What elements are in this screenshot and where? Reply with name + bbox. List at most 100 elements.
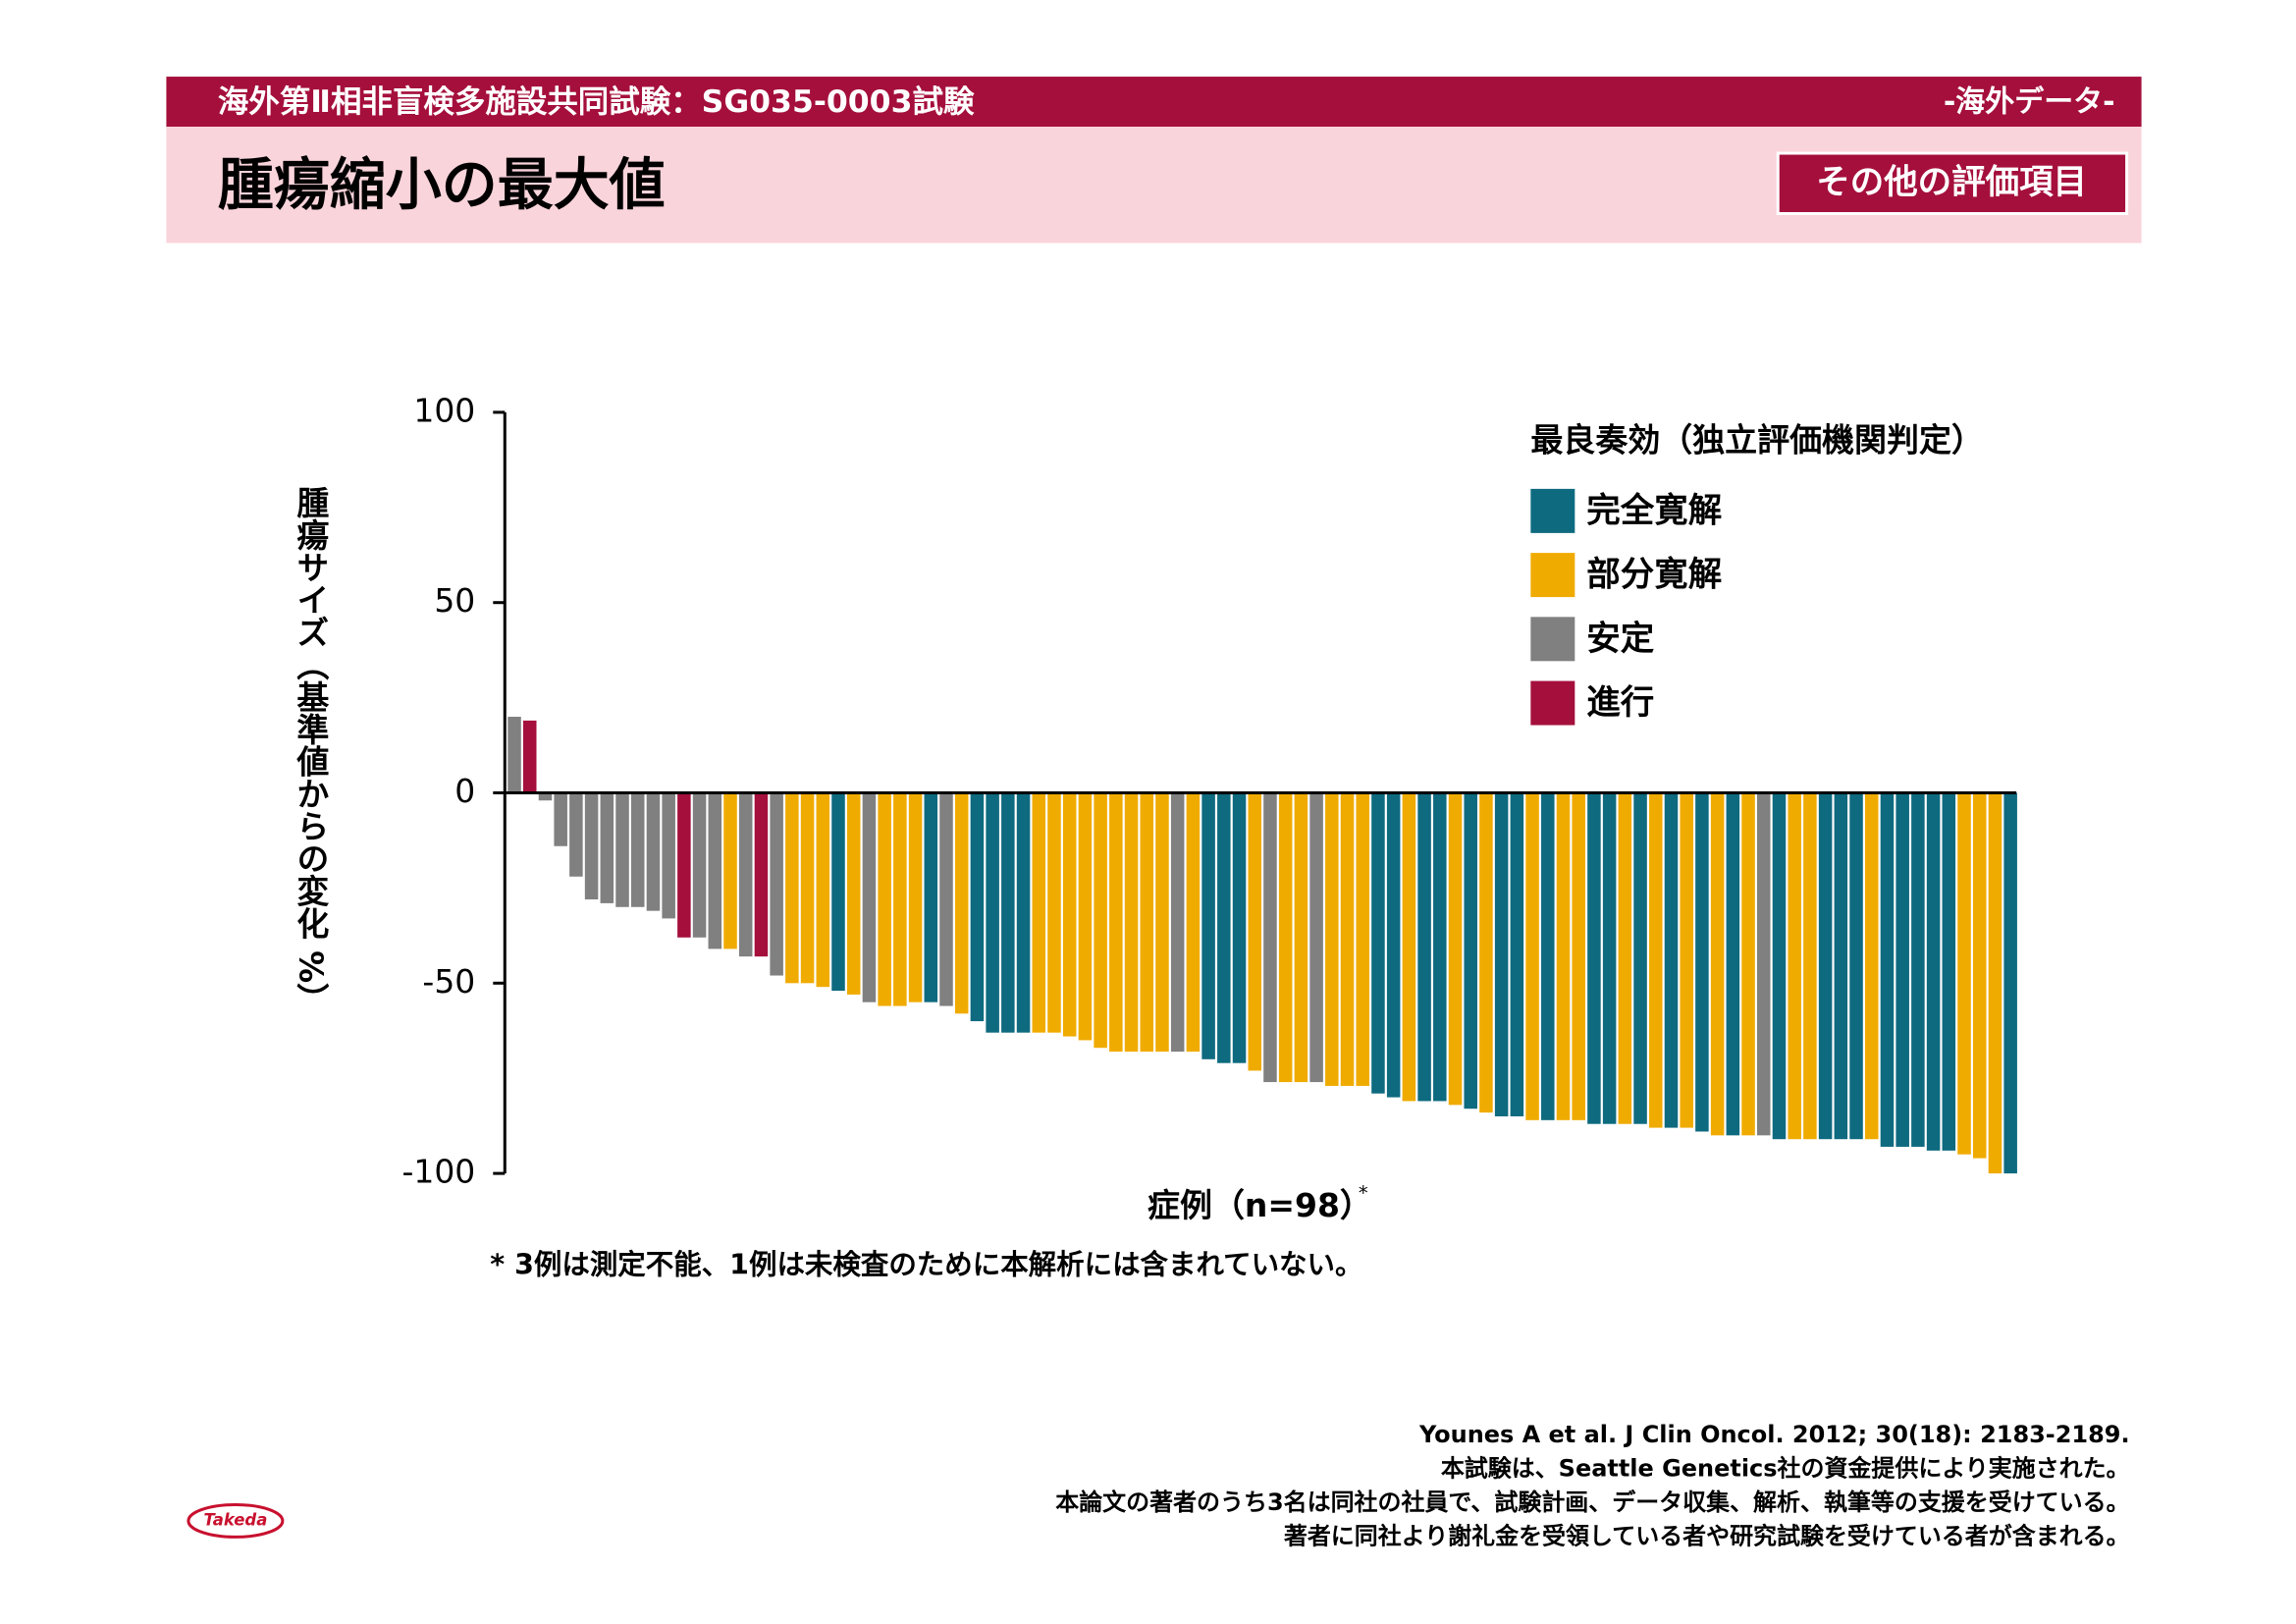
bar: [554, 792, 567, 846]
bar: [1942, 792, 1956, 1151]
bar: [1417, 792, 1431, 1102]
logo: Takeda: [203, 1510, 267, 1529]
bar: [1325, 792, 1339, 1086]
bar: [1926, 792, 1941, 1151]
bar: [1186, 792, 1201, 1053]
header-band: [166, 77, 2142, 128]
bar: [1587, 792, 1601, 1124]
legend-swatch: [1530, 553, 1575, 598]
y-tick-label: 50: [434, 581, 475, 620]
bar: [692, 792, 707, 938]
bar: [1479, 792, 1493, 1113]
bar: [708, 792, 722, 949]
bar: [1896, 792, 1909, 1147]
bar: [1772, 792, 1787, 1140]
bar: [1294, 792, 1308, 1083]
bar: [1248, 792, 1261, 1071]
logo-mark: [187, 1502, 285, 1539]
bar: [1001, 792, 1015, 1033]
bar: [662, 792, 675, 919]
bar: [1016, 792, 1031, 1033]
y-tick-label: -50: [422, 962, 475, 1001]
badge-text: その他の評価項目: [1816, 163, 2087, 202]
bar: [1680, 792, 1693, 1128]
bar: [1047, 792, 1061, 1033]
bar: [954, 792, 969, 1014]
bar: [924, 792, 938, 1002]
bar: [1880, 792, 1895, 1147]
bar: [970, 792, 985, 1022]
bar: [1510, 792, 1524, 1116]
citation: 著者に同社より謝礼金を受領している者や研究試験を受けている者が含まれる。: [1283, 1522, 2130, 1549]
bar: [1988, 792, 2002, 1174]
bar: [1094, 792, 1107, 1049]
bar: [1695, 792, 1709, 1132]
legend-swatch: [1530, 488, 1575, 533]
bar: [862, 792, 877, 1002]
bar: [1757, 792, 1771, 1136]
bar: [1494, 792, 1509, 1116]
bar: [1834, 792, 1848, 1140]
bar: [754, 792, 769, 957]
bar: [800, 792, 815, 984]
bar: [846, 792, 861, 995]
legend-label: 部分寛解: [1586, 556, 1722, 595]
bar: [677, 792, 691, 938]
legend-label: 完全寛解: [1586, 491, 1722, 530]
bar: [1448, 792, 1463, 1106]
bar: [646, 792, 661, 911]
bar: [1911, 792, 1925, 1147]
bar: [1556, 792, 1571, 1120]
bar: [831, 792, 845, 992]
bar: [1741, 792, 1755, 1136]
bar: [1710, 792, 1725, 1136]
bar: [1864, 792, 1879, 1140]
citations: Younes A et al. J Clin Oncol. 2012; 30(1…: [1055, 1421, 2129, 1549]
bar: [1371, 792, 1385, 1094]
bar: [1062, 792, 1077, 1037]
bar: [986, 792, 999, 1033]
legend-swatch: [1530, 617, 1575, 662]
legend-label: 進行: [1586, 683, 1654, 723]
y-tick-label: 100: [413, 391, 475, 429]
bar: [816, 792, 830, 988]
y-tick-label: 0: [454, 772, 475, 810]
bar: [1664, 792, 1679, 1128]
bar: [2003, 792, 2017, 1174]
citation: 本論文の著者のうち3名は同社の社員で、試験計画、データ収集、解析、執筆等の支援を…: [1055, 1489, 2129, 1516]
bar: [1124, 792, 1139, 1053]
bar: [1541, 792, 1555, 1120]
y-tick-label: -100: [401, 1153, 475, 1191]
bar: [522, 720, 537, 793]
x-axis-label: 症例（n=98）: [1148, 1186, 1372, 1224]
badge: [1776, 151, 2129, 216]
bar: [1170, 792, 1185, 1053]
bar: [615, 792, 629, 907]
bar: [1618, 792, 1632, 1124]
bar: [1957, 792, 1971, 1155]
bar: [785, 792, 799, 984]
bar: [569, 792, 583, 877]
bar: [1849, 792, 1863, 1140]
bar: [1386, 792, 1401, 1098]
chart-title: 腫瘍縮小の最大値: [218, 153, 666, 218]
bar: [738, 792, 753, 957]
bar: [1356, 792, 1369, 1086]
data-tag: -海外データ-: [1944, 85, 2115, 120]
citation: 本試験は、Seattle Genetics社の資金提供により実施された。: [1441, 1454, 2130, 1482]
bar: [1078, 792, 1093, 1041]
bar: [1263, 792, 1277, 1083]
bar: [1155, 792, 1169, 1053]
bar: [1572, 792, 1585, 1120]
bar: [1201, 792, 1215, 1059]
bar: [878, 792, 891, 1006]
bar: [1109, 792, 1123, 1053]
bar: [1726, 792, 1740, 1136]
bar: [584, 792, 599, 900]
bar: [507, 716, 521, 793]
bar: [1464, 792, 1477, 1110]
bar: [1972, 792, 1987, 1159]
bar: [600, 792, 614, 903]
bar: [1217, 792, 1231, 1063]
